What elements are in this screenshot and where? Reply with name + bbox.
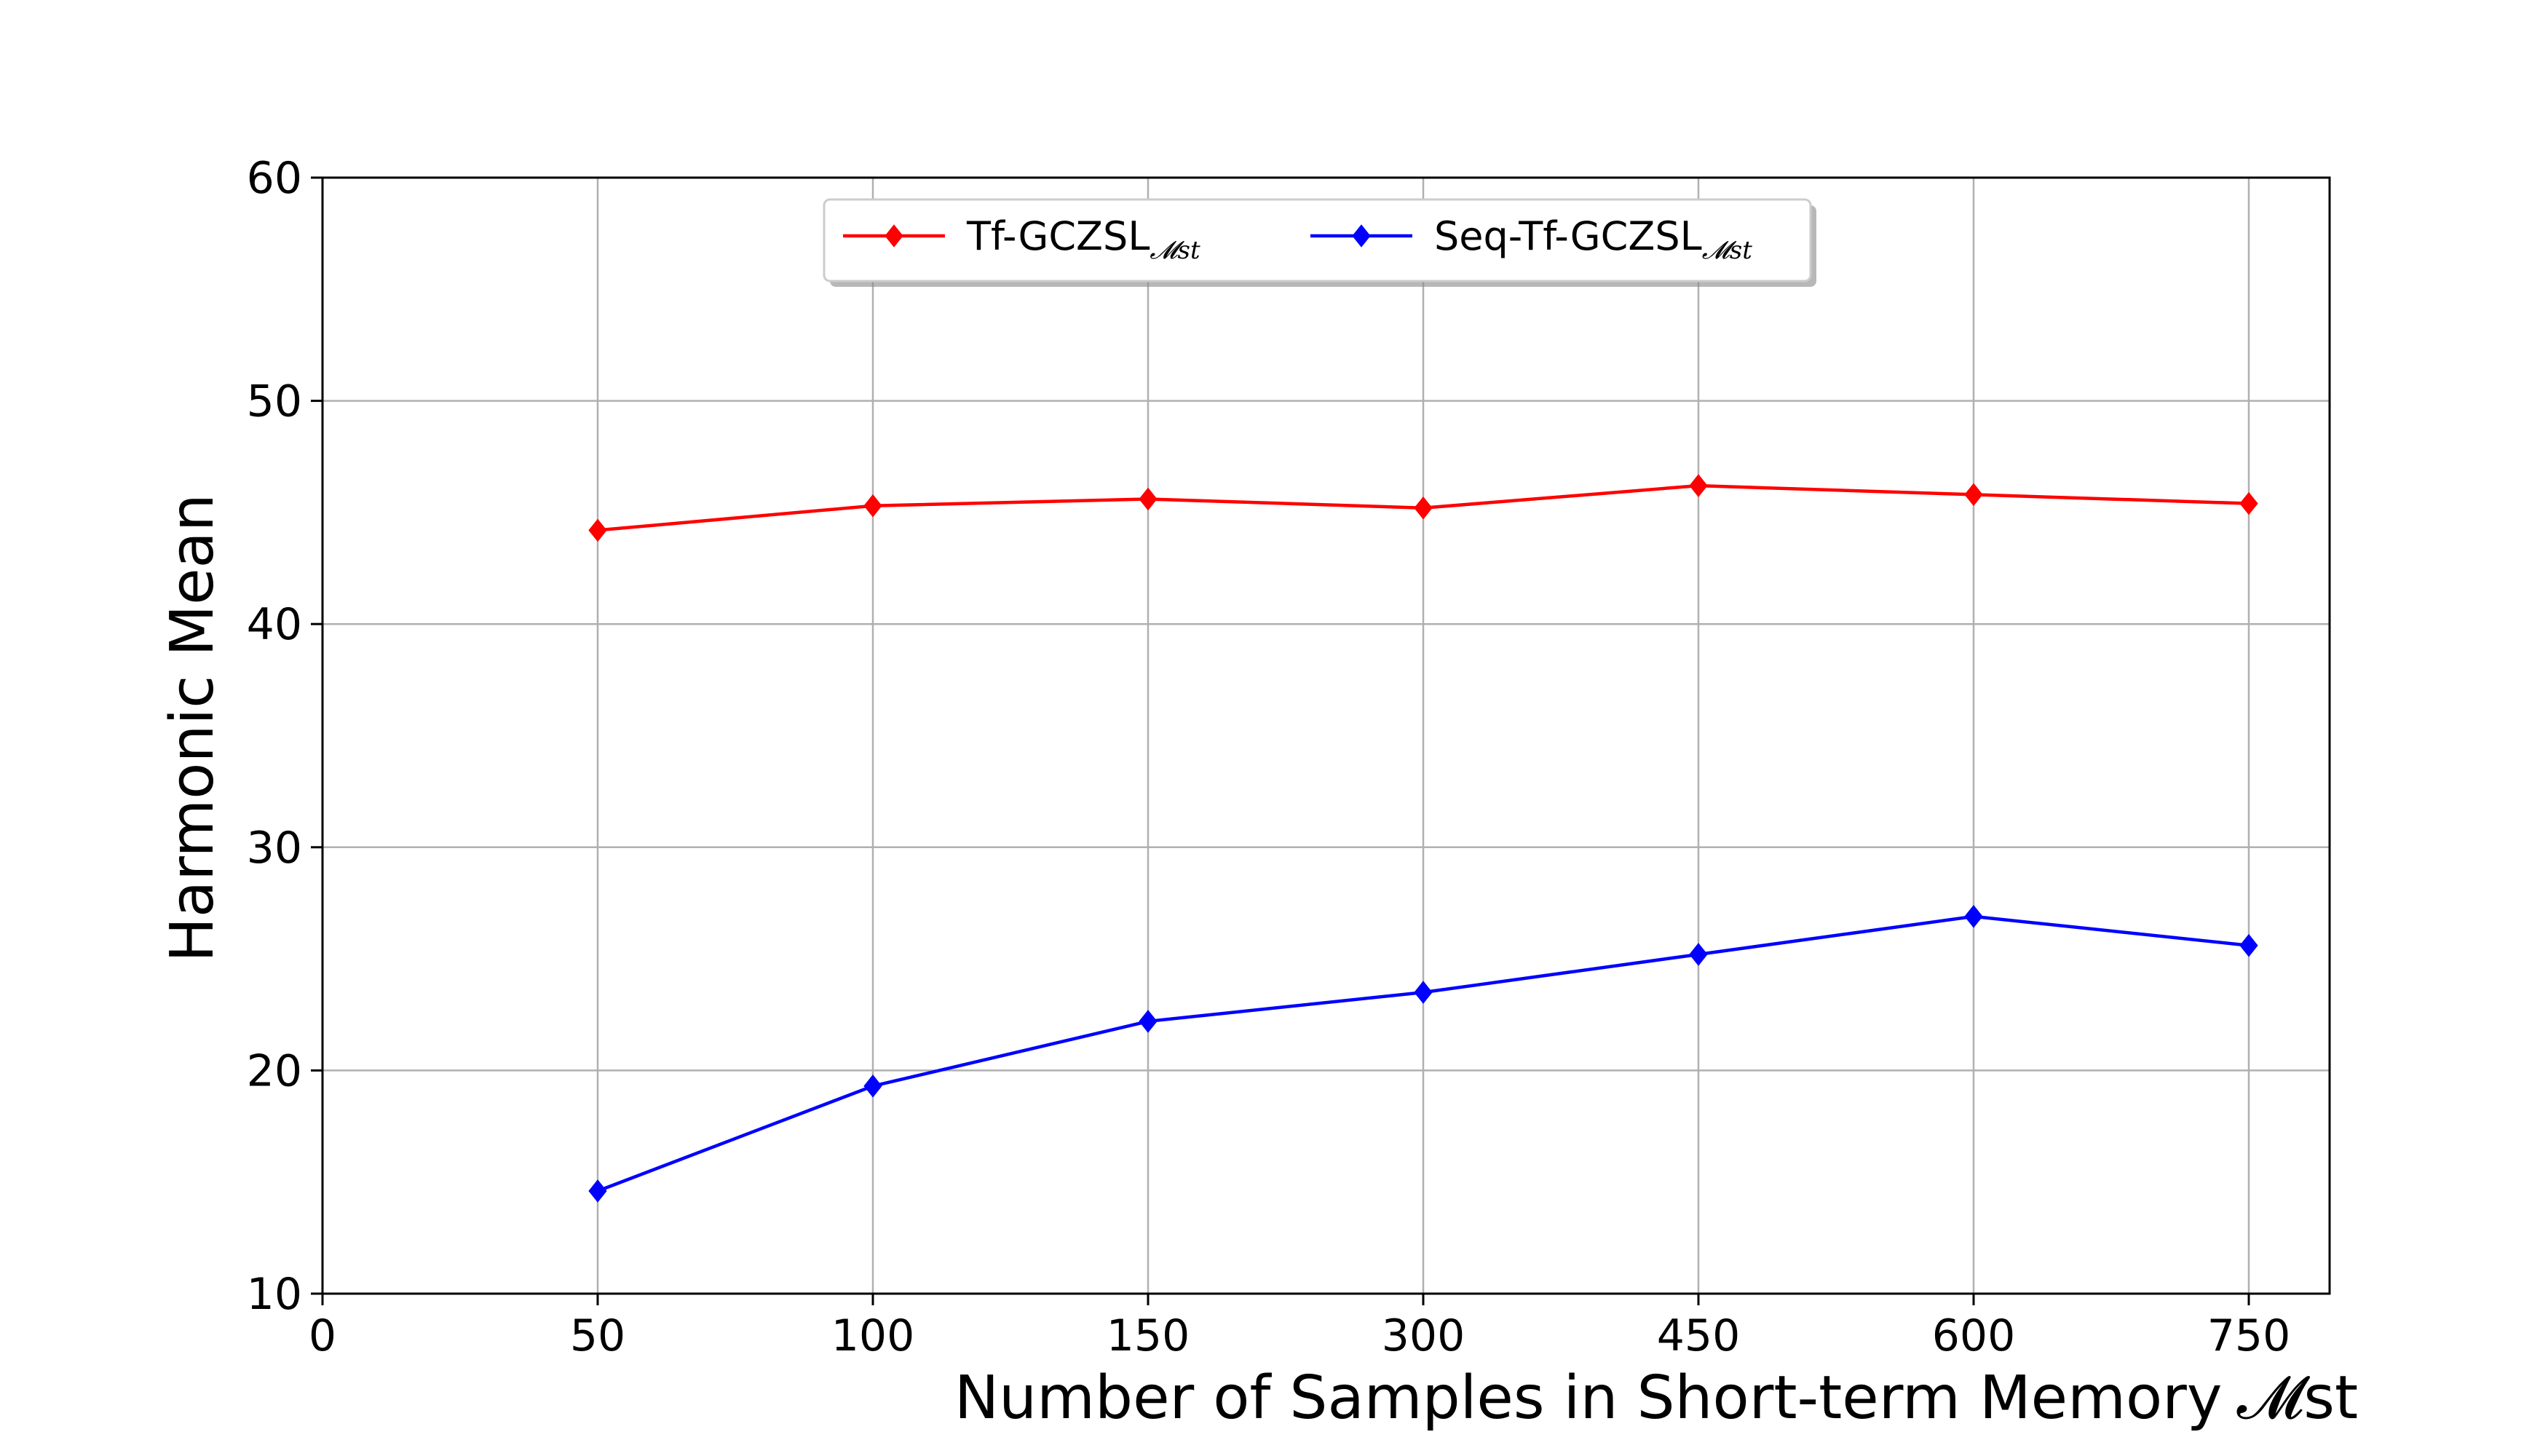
plot-frame	[321, 176, 2331, 1295]
legend-label: Seq-Tf-GCZSL𝓜st	[1434, 213, 1752, 265]
series-2	[588, 905, 2258, 1203]
data-point	[1414, 496, 1433, 520]
x-tick-label: 450	[1657, 1310, 1741, 1361]
x-tick-label: 100	[831, 1310, 915, 1361]
data-point	[1139, 487, 1158, 511]
data-point	[1964, 905, 1983, 928]
legend-box	[823, 198, 1812, 282]
y-axis-label: Harmonic Mean	[158, 494, 227, 962]
y-tick-label: 20	[247, 1045, 302, 1096]
legend: Tf-GCZSL𝓜st Seq-Tf-GCZSL𝓜st	[823, 198, 1816, 287]
data-point	[2239, 491, 2258, 515]
x-axis-label: Number of Samples in Short-term Memory 𝓜s…	[954, 1364, 2358, 1433]
legend-marker	[1352, 224, 1371, 248]
data-point	[1689, 943, 1708, 966]
series-layer	[588, 474, 2258, 1203]
legend-label: Tf-GCZSL𝓜st	[966, 213, 1200, 265]
data-point	[1964, 483, 1983, 507]
data-point	[863, 494, 882, 518]
x-tick-label: 750	[2207, 1310, 2291, 1361]
x-tick-label: 600	[1932, 1310, 2016, 1361]
y-tick-label: 50	[247, 376, 302, 427]
x-axis-label-text: Number of Samples in Short-term Memory	[954, 1364, 2223, 1433]
legend-marker	[885, 224, 903, 248]
data-point	[1689, 474, 1708, 497]
data-point	[1139, 1010, 1158, 1033]
y-tick-label: 10	[247, 1269, 302, 1320]
legend-label-subscript: 𝓜st	[1702, 236, 1753, 265]
y-tick-label: 40	[247, 599, 302, 650]
legend-item-2: Seq-Tf-GCZSL𝓜st	[1310, 213, 1752, 265]
data-point	[1414, 981, 1433, 1004]
legend-label-subscript: 𝓜st	[1150, 236, 1200, 265]
legend-item-1: Tf-GCZSL𝓜st	[843, 213, 1200, 265]
data-point	[2239, 933, 2258, 957]
data-point	[863, 1075, 882, 1098]
y-tick-label: 60	[247, 153, 302, 204]
x-axis-label-symbol: 𝓜st	[2236, 1364, 2358, 1433]
x-tick-label: 0	[309, 1310, 336, 1361]
x-tick-label: 300	[1382, 1310, 1465, 1361]
data-point	[588, 1179, 607, 1203]
y-tick-label: 30	[247, 823, 302, 874]
series-1	[588, 474, 2258, 542]
tick-layer: 0 50 100 150 300 450 600 750 10 20 30 40 50 60	[247, 153, 2291, 1361]
x-tick-label: 50	[570, 1310, 625, 1361]
x-tick-label: 150	[1107, 1310, 1190, 1361]
grid	[321, 176, 2330, 1295]
data-point	[588, 518, 607, 542]
